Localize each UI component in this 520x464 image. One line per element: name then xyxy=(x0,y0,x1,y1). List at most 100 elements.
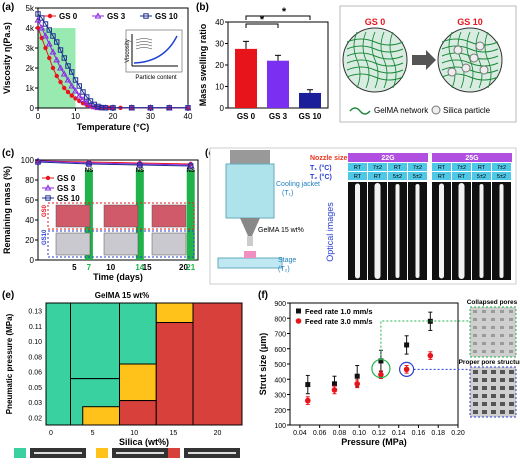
legend-marker xyxy=(143,13,149,19)
y-tick-label: 60 xyxy=(25,196,34,205)
bar-gs3 xyxy=(267,60,289,108)
cooling-temp-label: (T₁) xyxy=(282,190,293,197)
image-label: GS0 xyxy=(42,204,48,217)
data-point xyxy=(58,79,63,85)
legend-swatch xyxy=(96,448,108,458)
inset-network-sketch xyxy=(135,47,153,50)
sig-star: * xyxy=(260,14,265,26)
data-point xyxy=(49,48,57,55)
pore xyxy=(482,326,486,329)
data-point xyxy=(47,55,52,61)
pore xyxy=(500,326,504,329)
schematic-title: GS 10 xyxy=(457,17,483,27)
x-tick-label: 15 xyxy=(170,430,178,437)
legend-network-icon xyxy=(349,107,371,115)
inset-network-sketch xyxy=(135,38,153,41)
pore xyxy=(509,318,513,321)
data-point xyxy=(61,55,67,61)
t2-value: 5±2 xyxy=(393,174,402,180)
pore xyxy=(491,370,496,374)
network-strand xyxy=(371,31,379,89)
t2-cell xyxy=(368,172,387,180)
data-point xyxy=(427,318,433,324)
ns-label: NS xyxy=(136,168,144,174)
data-point xyxy=(354,373,360,379)
pore xyxy=(491,402,496,406)
inset-image xyxy=(469,366,517,418)
network-strand xyxy=(441,45,499,53)
network-strand xyxy=(380,31,388,89)
map-cell xyxy=(119,400,157,426)
pore xyxy=(473,310,477,313)
category-label: GS 10 xyxy=(299,112,322,121)
data-point xyxy=(188,163,194,169)
data-point xyxy=(147,105,154,111)
legend-label: GS 10 xyxy=(155,12,178,21)
pore xyxy=(473,318,477,321)
t2-cell xyxy=(492,172,511,180)
data-point xyxy=(110,105,116,111)
data-point xyxy=(378,371,384,378)
pore xyxy=(491,378,496,382)
y-tick-label: 300 xyxy=(274,393,286,400)
pore xyxy=(500,334,504,337)
t2-cell xyxy=(388,172,407,180)
data-point xyxy=(45,40,53,47)
legend-label: GS 10 xyxy=(57,194,80,203)
plot-frame-c xyxy=(37,159,199,261)
t1-value: 7±2 xyxy=(373,165,382,171)
pore xyxy=(482,334,486,337)
y-tick-label: 2k xyxy=(26,64,35,73)
y-axis-label: Viscosity η(Pa.s) xyxy=(2,22,12,94)
pore xyxy=(509,334,513,337)
t1-cell xyxy=(432,163,451,171)
pore xyxy=(500,350,504,353)
t1-cell xyxy=(408,163,427,171)
inset-y-label: Viscosity xyxy=(125,39,131,63)
t2-value: RT xyxy=(354,174,362,180)
series-line xyxy=(37,160,191,166)
x-tick-label: 0.18 xyxy=(431,430,445,437)
printed-gelma xyxy=(244,251,256,258)
t2-value: 5±2 xyxy=(413,174,422,180)
x-tick-label: 0 xyxy=(36,112,41,121)
y-tick-label: 0 xyxy=(220,104,225,113)
pore xyxy=(482,342,486,345)
pore xyxy=(509,410,514,414)
sig-bracket xyxy=(245,23,279,28)
data-point xyxy=(354,381,361,387)
y-tick-label: 0.02 xyxy=(28,415,42,422)
pore xyxy=(491,350,495,353)
silica-particle xyxy=(453,45,463,55)
x-tick-label: 15 xyxy=(143,263,152,272)
legend-swatch xyxy=(14,448,26,458)
sample-image xyxy=(103,232,139,256)
t1-cell xyxy=(492,163,511,171)
data-point xyxy=(35,11,41,17)
legend-label: GS 0 xyxy=(59,12,78,21)
data-point xyxy=(43,45,48,51)
pore xyxy=(482,410,487,414)
y-tick-label: 800 xyxy=(274,316,286,323)
stage xyxy=(217,257,283,269)
image-label: GS10 xyxy=(42,229,48,245)
y-tick-label: 40 xyxy=(25,216,34,225)
data-point xyxy=(57,47,64,53)
legend-marker xyxy=(45,195,51,201)
y-axis-label: Remaining mass (%) xyxy=(2,166,12,254)
chart-title: GelMA 15 wt% xyxy=(95,291,149,300)
data-point xyxy=(69,93,74,98)
y-tick-label: 0.08 xyxy=(28,354,42,361)
map-cell xyxy=(119,302,157,365)
data-point xyxy=(166,105,172,111)
t1-value: RT xyxy=(354,165,362,171)
sample-image xyxy=(55,204,91,228)
category-label: GS 3 xyxy=(269,112,288,121)
pore xyxy=(500,402,505,406)
t2-value: 5±2 xyxy=(477,174,486,180)
t1-cell xyxy=(348,163,367,171)
pore xyxy=(509,310,513,313)
schematic: GelMA network Silica particle xyxy=(339,5,517,123)
inset-title: Collapsed pores xyxy=(467,299,518,306)
